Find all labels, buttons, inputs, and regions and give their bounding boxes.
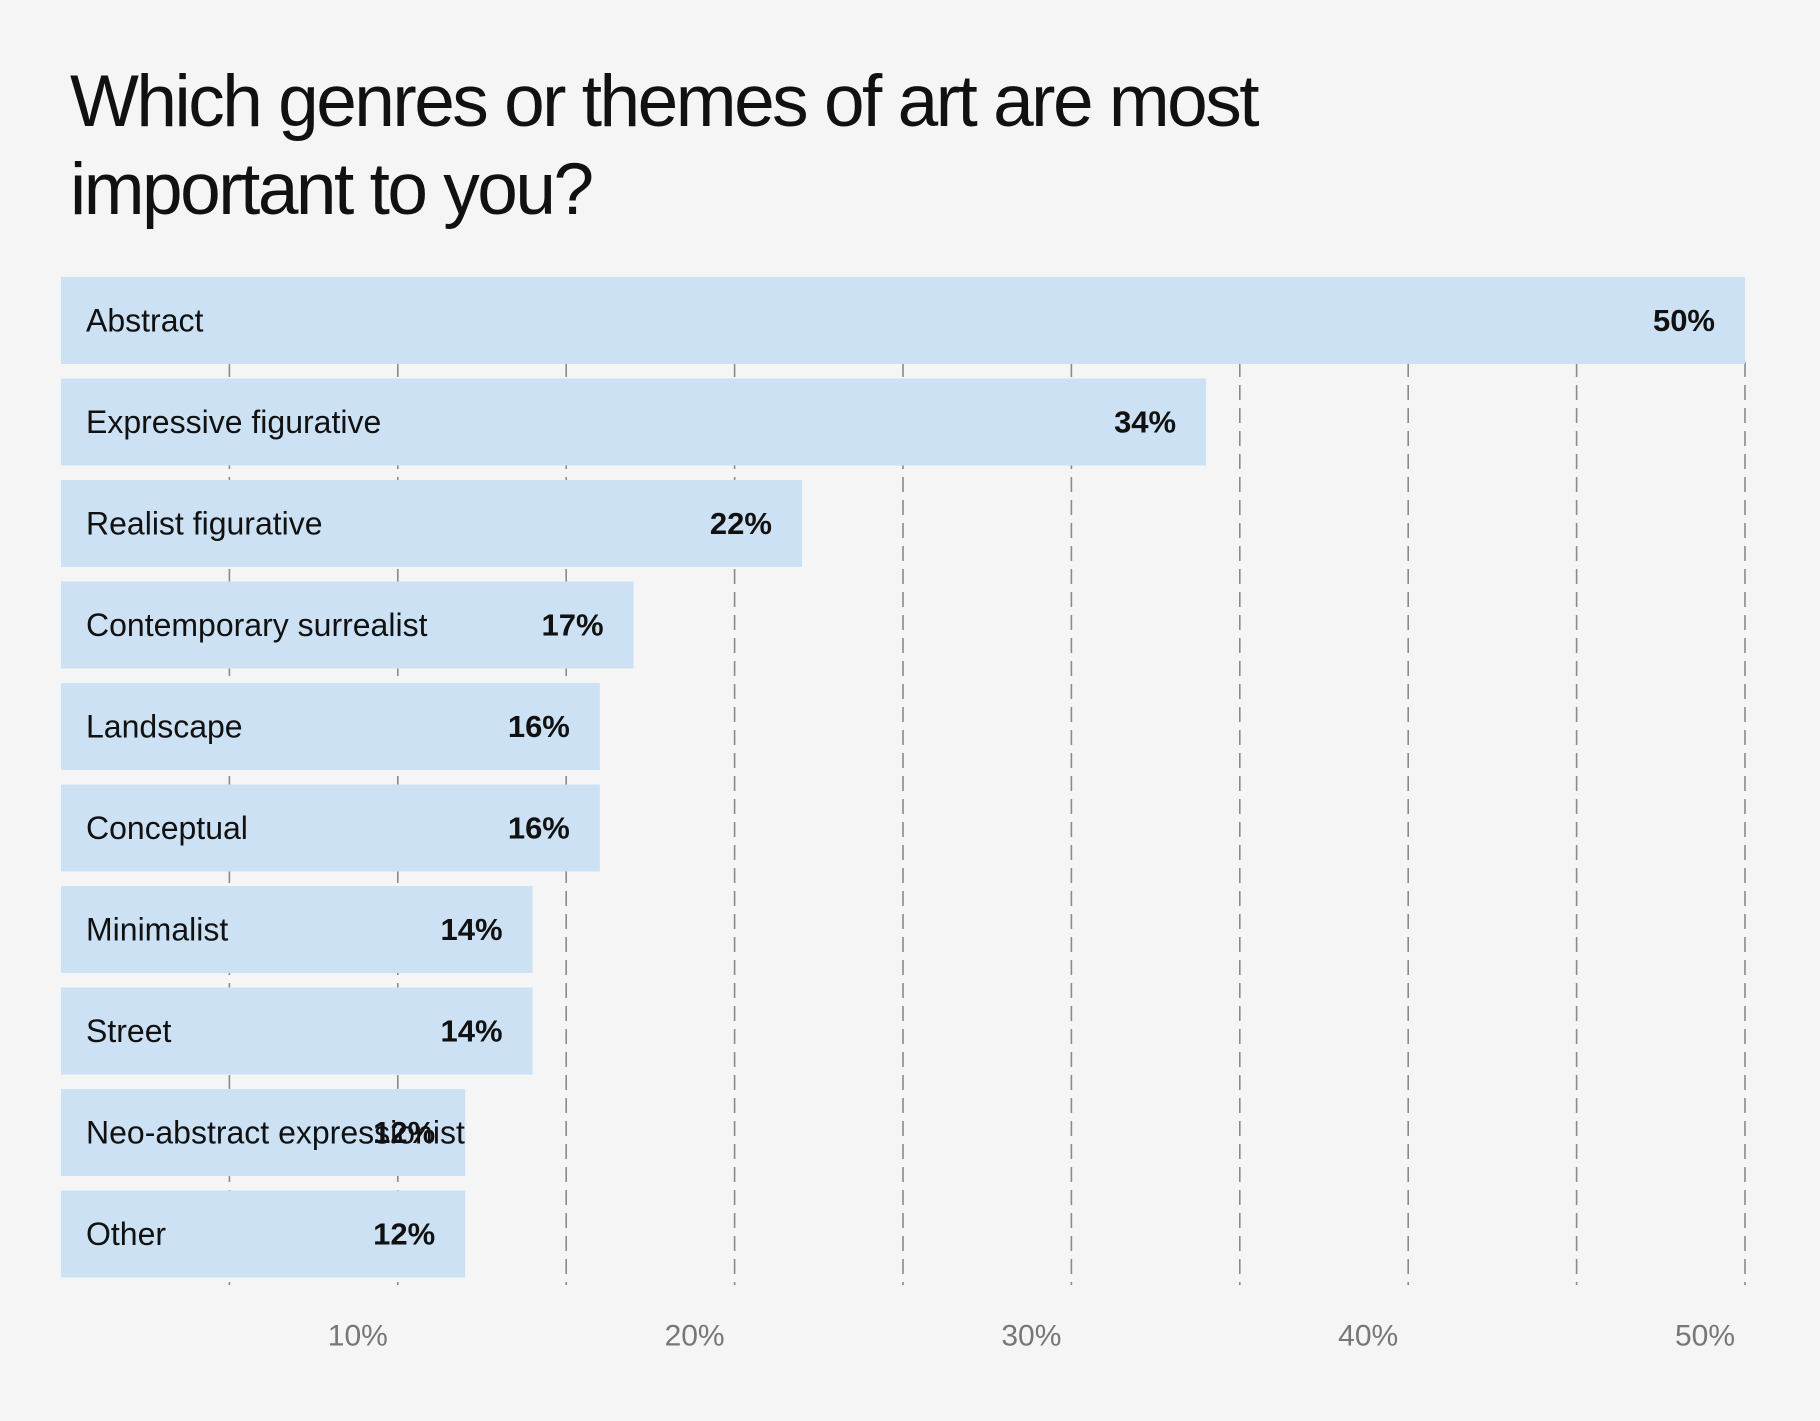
category-label: Conceptual bbox=[86, 810, 248, 846]
value-label: 14% bbox=[440, 912, 502, 947]
chart-title: Which genres or themes of art are most i… bbox=[70, 61, 1260, 230]
x-tick-label: 20% bbox=[665, 1320, 725, 1353]
bar-2 bbox=[61, 480, 802, 567]
bar-1 bbox=[61, 378, 1207, 466]
category-label: Contemporary surrealist bbox=[86, 607, 428, 643]
x-tick-label: 30% bbox=[1001, 1320, 1061, 1353]
value-label: 12% bbox=[373, 1217, 435, 1252]
category-label: Realist figurative bbox=[86, 506, 323, 542]
value-label: 16% bbox=[508, 709, 570, 744]
bar-6 bbox=[61, 886, 533, 973]
category-label: Abstract bbox=[86, 303, 203, 339]
x-tick-label: 10% bbox=[328, 1320, 388, 1353]
x-axis-tick-labels: 10% 20% 30% 40% 50% bbox=[328, 1320, 1735, 1353]
value-label: 34% bbox=[1114, 405, 1176, 440]
category-label: Landscape bbox=[86, 709, 243, 745]
value-label: 14% bbox=[440, 1014, 502, 1049]
value-label: 17% bbox=[542, 608, 604, 643]
value-label: 50% bbox=[1653, 303, 1715, 338]
bar-0 bbox=[61, 277, 1745, 364]
bar-3 bbox=[61, 581, 634, 669]
bar-8 bbox=[61, 1089, 466, 1176]
value-label: 12% bbox=[373, 1115, 435, 1150]
category-label: Street bbox=[86, 1013, 171, 1049]
category-label: Neo-abstract expressionist bbox=[86, 1115, 465, 1151]
category-label: Expressive figurative bbox=[86, 404, 381, 440]
category-label: Minimalist bbox=[86, 912, 228, 948]
bar-5 bbox=[61, 784, 600, 872]
category-label: Other bbox=[86, 1216, 166, 1252]
value-label: 22% bbox=[710, 506, 772, 541]
bars: Abstract 50% Expressive figurative 34% Reali… bbox=[61, 277, 1745, 1278]
bar-7 bbox=[61, 987, 533, 1075]
x-tick-label: 40% bbox=[1338, 1320, 1398, 1353]
bar-4 bbox=[61, 683, 600, 770]
bar-9 bbox=[61, 1190, 466, 1278]
value-label: 16% bbox=[508, 811, 570, 846]
x-tick-label: 50% bbox=[1675, 1320, 1735, 1353]
